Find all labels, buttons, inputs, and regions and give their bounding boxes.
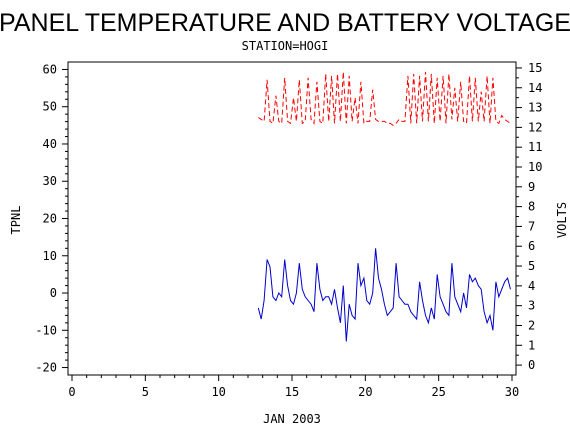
y-left-tick-label: -20	[35, 361, 57, 375]
x-axis-label: JAN 2003	[263, 412, 321, 426]
y-left-axis-label: TPNL	[9, 206, 23, 235]
x-tick-label: 10	[211, 385, 225, 399]
chart-subtitle: STATION=HOGI	[242, 39, 329, 53]
x-tick-label: 5	[142, 385, 149, 399]
y-right-tick-label: 13	[528, 101, 542, 115]
y-left-tick-label: 0	[50, 286, 57, 300]
chart-title: PANEL TEMPERATURE AND BATTERY VOLTAGE	[0, 9, 570, 37]
y-left-tick-label: -10	[35, 323, 57, 337]
x-axis: 0 5 10 15 20 25 30	[68, 375, 519, 399]
y-right-tick-label: 6	[528, 239, 535, 253]
y-right-tick-label: 15	[528, 61, 542, 75]
y-right-axis-label: VOLTS	[555, 202, 569, 238]
x-tick-label: 30	[505, 385, 519, 399]
y-right-tick-label: 11	[528, 140, 542, 154]
x-tick-label: 25	[431, 385, 445, 399]
series-layer	[257, 71, 511, 342]
y-right-tick-label: 5	[528, 259, 535, 273]
battery-voltage-line	[258, 71, 511, 127]
y-right-tick-label: 8	[528, 200, 535, 214]
panel-temperature-line	[257, 248, 511, 342]
y-right-tick-label: 0	[528, 358, 535, 372]
y-right-tick-label: 3	[528, 299, 535, 313]
y-right-tick-label: 10	[528, 160, 542, 174]
y-right-tick-label: 9	[528, 180, 535, 194]
y-right-tick-label: 14	[528, 81, 542, 95]
y-left-tick-label: 50	[43, 100, 57, 114]
y-left-tick-label: 20	[43, 212, 57, 226]
x-tick-label: 15	[285, 385, 299, 399]
x-tick-label: 20	[358, 385, 372, 399]
y-left-tick-label: 10	[43, 249, 57, 263]
y-right-tick-label: 1	[528, 338, 535, 352]
y-right-tick-label: 2	[528, 318, 535, 332]
y-right-tick-label: 4	[528, 279, 535, 293]
y-left-axis: -20 -10 0 10 20 30 40 50 60	[35, 62, 68, 375]
y-right-tick-label: 7	[528, 219, 535, 233]
y-right-tick-label: 12	[528, 120, 542, 134]
y-left-tick-label: 60	[43, 62, 57, 76]
y-left-tick-label: 40	[43, 137, 57, 151]
y-left-tick-label: 30	[43, 174, 57, 188]
x-tick-label: 0	[68, 385, 75, 399]
